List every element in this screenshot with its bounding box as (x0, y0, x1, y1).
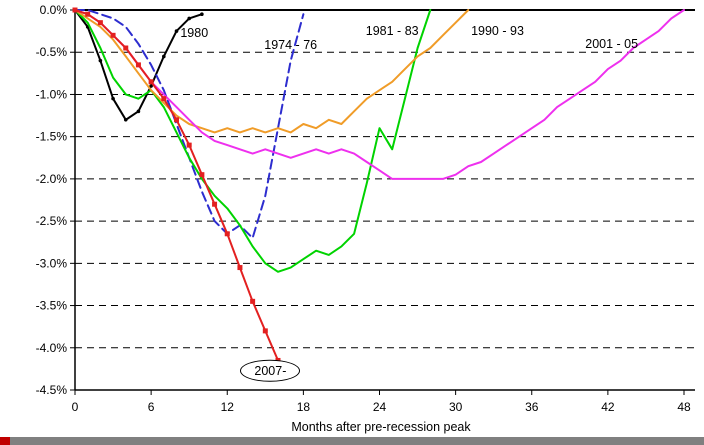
bottom-red-fragment (0, 437, 10, 445)
series-label-1974-76: 1974 - 76 (264, 38, 318, 53)
svg-text:-3.0%: -3.0% (36, 256, 68, 270)
svg-text:-2.0%: -2.0% (36, 172, 68, 186)
svg-text:42: 42 (601, 400, 615, 414)
series-label-1981-83: 1981 - 83 (365, 23, 419, 38)
series-label-2007-ellipse: 2007- (240, 359, 301, 382)
svg-text:0: 0 (72, 400, 79, 414)
svg-text:24: 24 (373, 400, 387, 414)
svg-text:12: 12 (221, 400, 235, 414)
svg-text:0.0%: 0.0% (40, 3, 68, 17)
series-label-1980: 1980 (180, 25, 209, 40)
svg-text:-0.5%: -0.5% (36, 45, 68, 59)
svg-text:36: 36 (525, 400, 539, 414)
bottom-grey-strip (0, 437, 704, 445)
x-axis-title: Months after pre-recession peak (291, 420, 471, 434)
svg-text:48: 48 (677, 400, 691, 414)
svg-text:18: 18 (297, 400, 311, 414)
svg-text:-1.5%: -1.5% (36, 130, 68, 144)
svg-text:-4.5%: -4.5% (36, 383, 68, 397)
svg-text:-1.0%: -1.0% (36, 87, 68, 101)
svg-text:30: 30 (449, 400, 463, 414)
series-label-1990-93: 1990 - 93 (471, 23, 524, 38)
svg-text:-4.0%: -4.0% (36, 341, 68, 355)
svg-text:-3.5%: -3.5% (36, 299, 68, 313)
svg-text:6: 6 (148, 400, 155, 414)
series-label-2001-05: 2001 - 05 (585, 36, 639, 51)
svg-text:-2.5%: -2.5% (36, 214, 68, 228)
